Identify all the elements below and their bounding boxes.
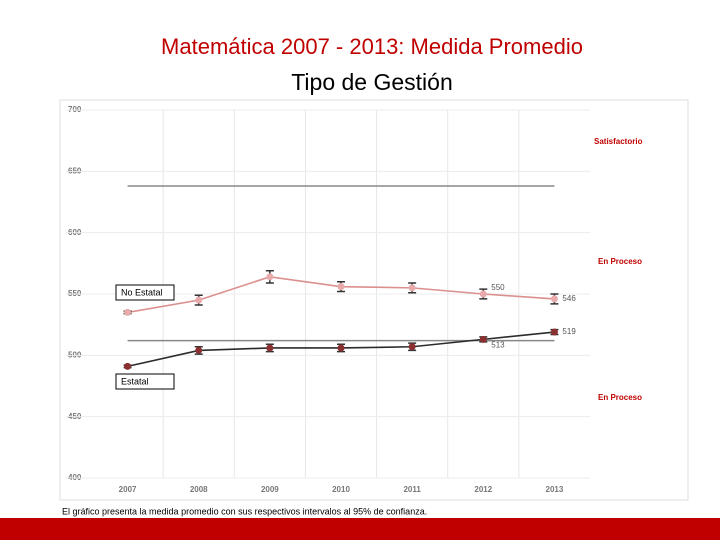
data-label: 513 [491, 340, 505, 349]
x-tick-label: 2010 [332, 485, 350, 494]
series-name: No Estatal [121, 287, 163, 297]
x-tick-label: 2007 [119, 485, 137, 494]
data-label: 519 [562, 327, 576, 336]
data-label: 550 [491, 283, 505, 292]
marker [479, 335, 487, 343]
marker [550, 295, 558, 303]
x-tick-label: 2008 [190, 485, 208, 494]
title: Matemática 2007 - 2013: Medida Promedio [161, 34, 583, 59]
marker [337, 283, 345, 291]
x-tick-label: 2009 [261, 485, 279, 494]
marker [266, 273, 274, 281]
series-name-box [115, 373, 175, 390]
x-tick-label: 2013 [546, 485, 564, 494]
marker [124, 362, 132, 370]
footer-bar [0, 518, 720, 540]
marker [124, 308, 132, 316]
marker [479, 290, 487, 298]
level-label: En Proceso [598, 257, 642, 266]
marker [337, 344, 345, 352]
marker [266, 344, 274, 352]
series-name-box [115, 284, 175, 301]
marker [408, 284, 416, 292]
data-label: 546 [562, 294, 576, 303]
marker [550, 328, 558, 336]
footnote: El gráfico presenta la medida promedio c… [62, 506, 427, 516]
subtitle: Tipo de Gestión [291, 69, 453, 95]
marker [408, 343, 416, 351]
marker [195, 296, 203, 304]
series-name: Estatal [121, 376, 149, 386]
x-tick-label: 2011 [403, 485, 421, 494]
marker [195, 346, 203, 354]
x-tick-label: 2012 [474, 485, 492, 494]
level-label: En Proceso [598, 393, 642, 402]
level-label: Satisfactorio [594, 137, 643, 146]
